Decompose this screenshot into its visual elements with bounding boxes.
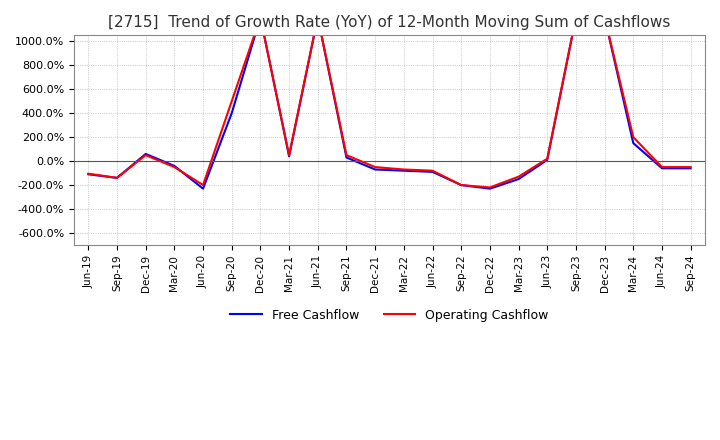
Free Cashflow [686, 165, 695, 171]
Title: [2715]  Trend of Growth Rate (YoY) of 12-Month Moving Sum of Cashflows: [2715] Trend of Growth Rate (YoY) of 12-… [108, 15, 670, 30]
Line: Operating Cashflow: Operating Cashflow [89, 17, 690, 187]
Free Cashflow [342, 155, 351, 160]
Operating Cashflow [371, 165, 379, 170]
Operating Cashflow [600, 15, 609, 20]
Operating Cashflow [199, 183, 207, 188]
Free Cashflow [112, 175, 121, 180]
Operating Cashflow [256, 15, 265, 20]
Line: Free Cashflow: Free Cashflow [89, 17, 690, 189]
Operating Cashflow [313, 15, 322, 20]
Operating Cashflow [428, 168, 437, 173]
Free Cashflow [371, 167, 379, 172]
Free Cashflow [285, 154, 294, 159]
Operating Cashflow [629, 135, 638, 140]
Free Cashflow [514, 176, 523, 182]
Free Cashflow [428, 169, 437, 175]
Free Cashflow [629, 140, 638, 146]
Free Cashflow [256, 15, 265, 20]
Free Cashflow [457, 183, 466, 188]
Free Cashflow [600, 15, 609, 20]
Free Cashflow [543, 157, 552, 162]
Operating Cashflow [657, 165, 666, 170]
Free Cashflow [485, 186, 494, 191]
Operating Cashflow [285, 153, 294, 158]
Operating Cashflow [84, 171, 93, 176]
Free Cashflow [170, 163, 179, 169]
Operating Cashflow [686, 165, 695, 170]
Free Cashflow [313, 15, 322, 20]
Free Cashflow [84, 172, 93, 177]
Operating Cashflow [141, 153, 150, 158]
Free Cashflow [228, 110, 236, 116]
Operating Cashflow [170, 165, 179, 170]
Operating Cashflow [543, 156, 552, 161]
Free Cashflow [141, 151, 150, 157]
Operating Cashflow [112, 175, 121, 180]
Operating Cashflow [228, 99, 236, 104]
Operating Cashflow [457, 183, 466, 188]
Free Cashflow [199, 186, 207, 191]
Legend: Free Cashflow, Operating Cashflow: Free Cashflow, Operating Cashflow [225, 304, 554, 327]
Operating Cashflow [400, 167, 408, 172]
Operating Cashflow [572, 15, 580, 20]
Free Cashflow [400, 168, 408, 173]
Operating Cashflow [342, 153, 351, 158]
Free Cashflow [572, 15, 580, 20]
Operating Cashflow [485, 185, 494, 190]
Operating Cashflow [514, 174, 523, 180]
Free Cashflow [657, 165, 666, 171]
